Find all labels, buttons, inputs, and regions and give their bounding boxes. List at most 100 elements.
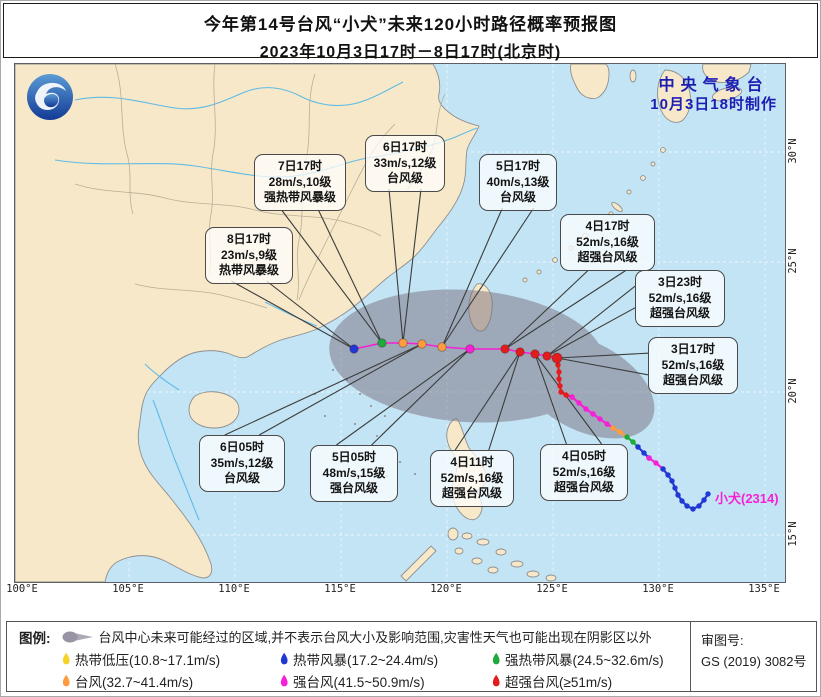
history-track-point (630, 439, 636, 445)
callout-category: 热带风暴级 (218, 263, 279, 277)
callout-wind: 52m/s,16级 (440, 470, 504, 485)
map-canvas: 中央气象台 10月3日18时制作 8日17时 23m/s,9级 热带风暴级 7日17时… (14, 63, 786, 583)
history-track-point (635, 444, 641, 450)
callout-category: 超强台风级 (441, 486, 502, 500)
forecast-point (515, 347, 525, 357)
forecast-callout: 7日17时 28m/s,10级 强热带风暴级 (254, 154, 346, 211)
callout-wind: 40m/s,13级 (486, 174, 550, 189)
callout-time: 4日05时 (561, 449, 607, 463)
hainan-island (188, 391, 240, 429)
lat-label: 30°N (787, 138, 799, 164)
forecast-callout: 4日17时 52m/s,16级 超强台风级 (560, 214, 655, 271)
callout-category: 超强台风级 (649, 306, 710, 320)
history-track-point (563, 392, 569, 398)
province-borders (74, 64, 446, 309)
forecast-point (349, 344, 359, 354)
callout-category: 强台风级 (329, 481, 378, 495)
callout-wind: 48m/s,15级 (322, 465, 386, 480)
callout-wind: 52m/s,16级 (661, 357, 725, 372)
callout-category: 强热带风暴级 (263, 190, 336, 204)
history-track-point (672, 485, 678, 491)
philippine-islands (400, 527, 557, 582)
license-number: GS (2019) 3082号 (701, 654, 807, 669)
forecast-point (437, 342, 447, 352)
title-block: 今年第14号台风“小犬”未来120小时路径概率预报图 2023年10月3日17时… (3, 3, 818, 61)
legend-item: 超强台风(≥51m/s) (491, 670, 684, 691)
lon-label: 130°E (642, 583, 674, 595)
legend-box: 图例: 台风中心未来可能经过的区域,并不表示台风大小及影响范围,灾害性天气也可能… (6, 621, 817, 692)
callout-wind: 52m/s,16级 (576, 234, 639, 249)
tsushima-island (629, 69, 637, 83)
issue-time: 10月3日18时制作 (650, 96, 777, 113)
history-track-point (675, 492, 681, 498)
callout-time: 7日17时 (277, 159, 323, 173)
callout-time: 5日05时 (331, 450, 377, 464)
legend-item-label: 强热带风暴(24.5~32.6m/s) (505, 652, 664, 668)
callout-category: 台风级 (223, 471, 260, 485)
history-track-point (583, 406, 589, 412)
history-track-point (690, 506, 696, 512)
callout-layer: 8日17时 23m/s,9级 热带风暴级 7日17时 28m/s,10级 强热带风暴级 6日… (15, 64, 785, 582)
legend-content: 图例: 台风中心未来可能经过的区域,并不表示台风大小及影响范围,灾害性天气也可能… (7, 622, 690, 691)
license-label: 审图号: (701, 633, 744, 648)
probability-cone (329, 289, 655, 439)
callout-leader-lines (224, 188, 649, 451)
callout-time: 4日17时 (585, 219, 630, 233)
legend-item-label: 热带低压(10.8~17.1m/s) (75, 652, 221, 668)
history-track-point (569, 394, 575, 400)
forecast-point (530, 349, 540, 359)
history-track-point (557, 383, 563, 389)
lon-label: 125°E (536, 583, 568, 595)
page-title: 今年第14号台风“小犬”未来120小时路径概率预报图 (203, 15, 618, 34)
history-track-point (556, 376, 562, 382)
typhoon-intensity-icon (492, 674, 500, 686)
forecast-callout: 4日05时 52m/s,16级 超强台风级 (540, 444, 628, 501)
forecast-point (398, 338, 408, 348)
history-track-point (590, 411, 596, 417)
callout-time: 4日11时 (450, 455, 494, 469)
history-track-point (665, 472, 671, 478)
history-track-point (617, 429, 623, 435)
history-track-point (556, 369, 562, 375)
callout-wind: 52m/s,16级 (648, 290, 712, 305)
lon-label: 135°E (748, 583, 780, 595)
forecast-callout: 8日17时 23m/s,9级 热带风暴级 (205, 227, 293, 284)
history-track-point (641, 450, 647, 456)
history-track-point (679, 498, 685, 504)
okinawa-island (611, 201, 623, 213)
land-areas (15, 64, 752, 582)
callout-category: 超强台风级 (553, 480, 614, 494)
callout-category: 超强台风级 (577, 250, 638, 264)
legend-items: 热带低压(10.8~17.1m/s) 热带风暴(17.2~24.4m/s) 强热带风… (61, 648, 684, 691)
typhoon-tracks (349, 338, 711, 512)
history-track-point (701, 497, 707, 503)
forecast-point (417, 339, 427, 349)
callout-time: 6日17时 (382, 140, 428, 154)
history-track-point (646, 455, 652, 461)
cma-logo (27, 74, 73, 120)
legend-item-label: 台风(32.7~41.4m/s) (75, 674, 194, 690)
callout-category: 台风级 (499, 190, 536, 204)
callout-wind: 23m/s,9级 (220, 247, 278, 262)
page-subtitle: 2023年10月3日17时－8日17时(北京时) (259, 44, 562, 61)
forecast-callout: 3日17时 52m/s,16级 超强台风级 (648, 337, 738, 394)
forecast-callout: 5日05时 48m/s,15级 强台风级 (310, 445, 398, 502)
history-track-point (597, 416, 603, 422)
forecast-point (377, 338, 387, 348)
callout-time: 3日17时 (670, 342, 716, 356)
callout-wind: 52m/s,16级 (552, 464, 616, 479)
callout-time: 6日05时 (219, 440, 265, 454)
callout-time: 5日17时 (495, 159, 541, 173)
legend-item: 热带低压(10.8~17.1m/s) (61, 648, 279, 669)
typhoon-intensity-icon (62, 652, 70, 664)
history-track-point (705, 491, 711, 497)
callout-wind: 28m/s,10级 (268, 174, 332, 189)
korea-peninsula (570, 64, 610, 99)
lon-label: 120°E (430, 583, 462, 595)
storm-name-label: 小犬(2314) (715, 491, 779, 506)
history-track-point (624, 434, 630, 440)
cone-note: 台风中心未来可能经过的区域,并不表示台风大小及影响范围,灾害性天气也可能出现在阴… (98, 630, 652, 645)
cone-icon (62, 631, 93, 642)
china-mainland (15, 64, 480, 582)
